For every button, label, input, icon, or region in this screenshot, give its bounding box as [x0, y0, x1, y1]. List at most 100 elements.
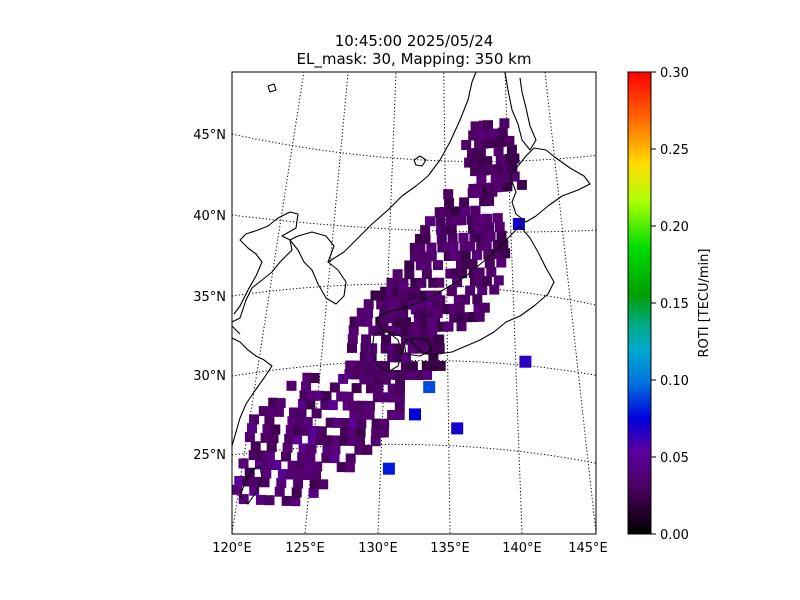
roti-cell — [427, 334, 438, 345]
roti-cell — [249, 414, 260, 425]
roti-cell — [499, 118, 510, 129]
coastline-rishiri — [413, 155, 427, 167]
lat-tick-25: 25°N — [193, 448, 226, 463]
roti-cell — [492, 213, 503, 224]
roti-cell — [506, 144, 517, 155]
roti-cell — [302, 372, 313, 383]
roti-cell — [341, 418, 351, 429]
coastline-china-south — [232, 337, 273, 447]
roti-cell — [456, 259, 466, 270]
roti-cell — [266, 406, 277, 417]
roti-cell — [314, 390, 325, 401]
roti-cell — [348, 418, 359, 429]
roti-cell — [394, 352, 405, 363]
roti-cell — [301, 381, 311, 392]
roti-cell — [366, 374, 377, 385]
roti-cell — [351, 369, 362, 380]
roti-cell — [428, 352, 439, 363]
roti-cell — [425, 216, 435, 227]
roti-cell — [468, 223, 478, 234]
roti-cell — [329, 453, 340, 464]
roti-cell — [370, 290, 381, 301]
roti-cell — [276, 477, 287, 488]
roti-cell — [375, 317, 386, 327]
roti-cell — [415, 370, 426, 380]
roti-cell — [488, 249, 499, 259]
roti-cell — [359, 360, 370, 371]
roti-cell — [489, 128, 500, 139]
roti-cell — [348, 325, 359, 336]
roti-cell — [481, 240, 492, 251]
roti-cell — [336, 462, 347, 473]
roti-cell — [475, 147, 486, 158]
roti-cell — [347, 342, 357, 353]
roti-cell — [421, 343, 432, 354]
roti-cell — [486, 267, 497, 277]
lat-tick-45: 45°N — [193, 128, 226, 143]
roti-cell — [388, 308, 399, 319]
colorbar-tick-0: 0.00 — [660, 528, 689, 543]
roti-cell — [344, 369, 355, 380]
roti-cell-highlight — [512, 218, 525, 230]
roti-cell — [356, 409, 367, 420]
roti-cell — [309, 373, 320, 383]
roti-cell — [380, 343, 391, 354]
roti-cell — [359, 352, 370, 362]
roti-cell — [470, 205, 481, 216]
map-title-settings: EL_mask: 30, Mapping: 350 km — [296, 50, 532, 68]
roti-cell — [442, 304, 453, 314]
roti-cell — [273, 406, 284, 417]
roti-cell — [420, 233, 431, 244]
roti-cell — [432, 299, 443, 310]
map-title-time: 10:45:00 2025/05/24 — [334, 32, 494, 50]
roti-cell — [244, 432, 255, 442]
roti-cell — [468, 267, 479, 278]
roti-cell — [291, 487, 302, 498]
roti-cell — [472, 214, 482, 225]
roti-cell — [244, 467, 255, 478]
lon-tick-140: 140°E — [502, 541, 542, 556]
roti-cell — [255, 494, 266, 505]
roti-cell — [436, 233, 447, 244]
roti-cell — [374, 325, 385, 336]
meridian-130 — [377, 72, 397, 534]
roti-cell — [420, 225, 431, 236]
roti-cell — [482, 156, 493, 167]
lat-tick-labels: 45°N 40°N 35°N 30°N 25°N — [193, 128, 226, 463]
roti-cell — [289, 407, 299, 418]
roti-cell — [281, 495, 292, 506]
roti-cell — [238, 458, 249, 469]
roti-cell — [357, 400, 368, 411]
roti-cell — [450, 206, 461, 217]
roti-cell — [449, 250, 460, 261]
roti-cell — [347, 334, 358, 345]
roti-cell — [413, 299, 424, 310]
roti-cell — [455, 250, 465, 261]
roti-cell — [474, 232, 485, 243]
roti-cell — [448, 242, 459, 252]
roti-cell — [435, 216, 446, 226]
roti-cell — [366, 352, 377, 363]
roti-cell-highlight — [382, 462, 395, 475]
roti-cell — [242, 476, 253, 487]
parallel-45 — [232, 133, 596, 163]
roti-cell — [318, 479, 329, 490]
roti-cell — [437, 242, 448, 253]
roti-cell — [343, 391, 354, 402]
roti-cell — [462, 312, 472, 323]
roti-cell — [355, 436, 365, 446]
roti-cell — [465, 241, 476, 252]
roti-cell — [264, 450, 275, 461]
roti-cell — [426, 317, 437, 327]
roti-cell — [379, 418, 390, 429]
roti-cell — [264, 495, 275, 506]
colorbar — [627, 71, 652, 535]
roti-cell — [445, 268, 456, 279]
roti-cell — [356, 418, 367, 429]
roti-cell — [459, 197, 470, 208]
roti-cell — [258, 406, 269, 417]
roti-cell — [483, 120, 493, 131]
roti-cell — [363, 308, 374, 318]
roti-cell — [260, 432, 271, 443]
